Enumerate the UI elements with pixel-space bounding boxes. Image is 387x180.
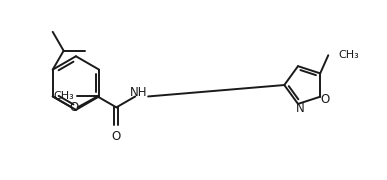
Text: O: O [320, 93, 330, 106]
Text: N: N [296, 102, 304, 115]
Text: CH₃: CH₃ [53, 91, 74, 102]
Text: O: O [112, 130, 121, 143]
Text: O: O [69, 101, 78, 114]
Text: CH₃: CH₃ [338, 50, 359, 60]
Text: NH: NH [130, 86, 147, 99]
